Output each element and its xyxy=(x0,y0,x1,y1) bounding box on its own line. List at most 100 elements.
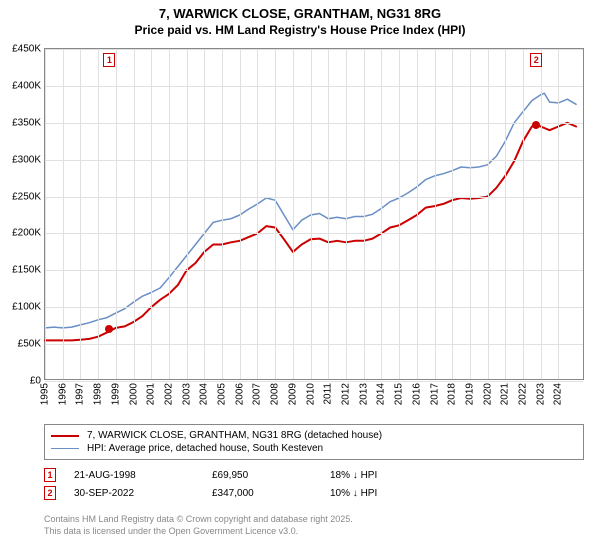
title-main: 7, WARWICK CLOSE, GRANTHAM, NG31 8RG xyxy=(0,6,600,21)
y-gridline xyxy=(45,197,583,198)
x-gridline xyxy=(275,49,276,379)
transactions-table: 1 21-AUG-1998 £69,950 18% ↓ HPI 2 30-SEP-2022… xyxy=(44,466,377,502)
x-gridline xyxy=(311,49,312,379)
x-tick-label: 2023 xyxy=(535,383,546,405)
x-gridline xyxy=(452,49,453,379)
x-gridline xyxy=(257,49,258,379)
x-tick-label: 2016 xyxy=(411,383,422,405)
x-gridline xyxy=(558,49,559,379)
y-tick-label: £450K xyxy=(12,44,41,55)
footnote-line1: Contains HM Land Registry data © Crown c… xyxy=(44,514,353,526)
x-tick-label: 2019 xyxy=(464,383,475,405)
plot-area: £0£50K£100K£150K£200K£250K£300K£350K£400… xyxy=(44,48,584,380)
x-gridline xyxy=(116,49,117,379)
x-gridline xyxy=(346,49,347,379)
x-gridline xyxy=(80,49,81,379)
x-tick-label: 1995 xyxy=(40,383,51,405)
title-sub: Price paid vs. HM Land Registry's House … xyxy=(0,23,600,37)
y-gridline xyxy=(45,49,583,50)
y-gridline xyxy=(45,86,583,87)
x-gridline xyxy=(470,49,471,379)
x-tick-label: 2021 xyxy=(500,383,511,405)
x-gridline xyxy=(488,49,489,379)
x-gridline xyxy=(435,49,436,379)
legend-swatch xyxy=(51,435,79,437)
legend-swatch xyxy=(51,448,79,449)
x-gridline xyxy=(328,49,329,379)
x-tick-label: 2008 xyxy=(270,383,281,405)
footnote-line2: This data is licensed under the Open Gov… xyxy=(44,526,353,538)
y-tick-label: £350K xyxy=(12,117,41,128)
transaction-delta: 18% ↓ HPI xyxy=(330,470,377,481)
x-tick-label: 2000 xyxy=(128,383,139,405)
x-tick-label: 1996 xyxy=(57,383,68,405)
y-tick-label: £150K xyxy=(12,265,41,276)
transaction-price: £69,950 xyxy=(212,470,312,481)
transaction-delta: 10% ↓ HPI xyxy=(330,488,377,499)
x-tick-label: 2009 xyxy=(287,383,298,405)
x-gridline xyxy=(381,49,382,379)
x-gridline xyxy=(399,49,400,379)
x-gridline xyxy=(240,49,241,379)
x-tick-label: 2007 xyxy=(252,383,263,405)
x-tick-label: 2004 xyxy=(199,383,210,405)
y-gridline xyxy=(45,233,583,234)
chart-container: 7, WARWICK CLOSE, GRANTHAM, NG31 8RG Pri… xyxy=(0,0,600,560)
x-gridline xyxy=(505,49,506,379)
sale-marker-dot xyxy=(105,325,113,333)
x-tick-label: 2022 xyxy=(518,383,529,405)
legend-row: 7, WARWICK CLOSE, GRANTHAM, NG31 8RG (de… xyxy=(51,429,577,442)
y-tick-label: £400K xyxy=(12,80,41,91)
x-gridline xyxy=(541,49,542,379)
legend-label: 7, WARWICK CLOSE, GRANTHAM, NG31 8RG (de… xyxy=(87,430,382,441)
x-tick-label: 2006 xyxy=(234,383,245,405)
x-gridline xyxy=(151,49,152,379)
plot-svg xyxy=(45,49,585,381)
x-tick-label: 2012 xyxy=(340,383,351,405)
legend-label: HPI: Average price, detached house, Sout… xyxy=(87,443,323,454)
transaction-badge: 1 xyxy=(44,468,56,482)
legend-row: HPI: Average price, detached house, Sout… xyxy=(51,442,577,455)
y-tick-label: £250K xyxy=(12,191,41,202)
transaction-price: £347,000 xyxy=(212,488,312,499)
legend: 7, WARWICK CLOSE, GRANTHAM, NG31 8RG (de… xyxy=(44,424,584,460)
x-tick-label: 2015 xyxy=(394,383,405,405)
sale-marker-badge: 2 xyxy=(530,53,542,67)
x-gridline xyxy=(222,49,223,379)
x-gridline xyxy=(134,49,135,379)
x-gridline xyxy=(169,49,170,379)
x-tick-label: 2017 xyxy=(429,383,440,405)
title-block: 7, WARWICK CLOSE, GRANTHAM, NG31 8RG Pri… xyxy=(0,0,600,37)
sale-marker-badge: 1 xyxy=(103,53,115,67)
y-tick-label: £300K xyxy=(12,154,41,165)
footnote: Contains HM Land Registry data © Crown c… xyxy=(44,514,353,537)
transaction-badge: 2 xyxy=(44,486,56,500)
x-tick-label: 2010 xyxy=(305,383,316,405)
x-gridline xyxy=(98,49,99,379)
x-tick-label: 2002 xyxy=(163,383,174,405)
x-tick-label: 2001 xyxy=(146,383,157,405)
x-tick-label: 2005 xyxy=(217,383,228,405)
x-gridline xyxy=(63,49,64,379)
x-gridline xyxy=(523,49,524,379)
y-gridline xyxy=(45,344,583,345)
x-gridline xyxy=(417,49,418,379)
x-tick-label: 2024 xyxy=(553,383,564,405)
x-tick-label: 2018 xyxy=(447,383,458,405)
x-tick-label: 2020 xyxy=(482,383,493,405)
y-tick-label: £50K xyxy=(18,339,41,350)
transaction-date: 21-AUG-1998 xyxy=(74,470,194,481)
x-tick-label: 1997 xyxy=(75,383,86,405)
y-gridline xyxy=(45,307,583,308)
x-gridline xyxy=(187,49,188,379)
x-gridline xyxy=(364,49,365,379)
x-tick-label: 2014 xyxy=(376,383,387,405)
transaction-row: 1 21-AUG-1998 £69,950 18% ↓ HPI xyxy=(44,466,377,484)
x-tick-label: 2003 xyxy=(181,383,192,405)
transaction-date: 30-SEP-2022 xyxy=(74,488,194,499)
y-gridline xyxy=(45,270,583,271)
y-gridline xyxy=(45,160,583,161)
x-gridline xyxy=(45,49,46,379)
x-tick-label: 1999 xyxy=(110,383,121,405)
x-tick-label: 2013 xyxy=(358,383,369,405)
